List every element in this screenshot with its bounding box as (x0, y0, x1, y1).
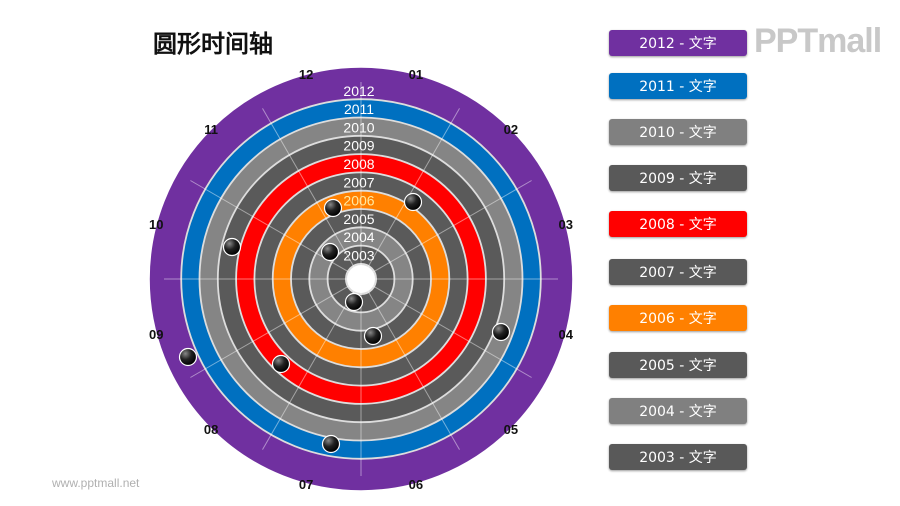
legend-item: 2010 - 文字 (609, 119, 747, 145)
ring-2012 (149, 67, 573, 491)
month-label: 08 (204, 422, 218, 437)
ring-year-label: 2011 (344, 101, 374, 117)
month-label: 01 (409, 67, 423, 82)
ring-2005 (291, 209, 431, 349)
legend-item: 2009 - 文字 (609, 165, 747, 191)
ring-year-label: 2004 (343, 229, 374, 245)
event-marker (178, 347, 198, 367)
ring-2007 (255, 173, 467, 385)
ring-year-label: 2006 (343, 193, 374, 209)
month-label: 09 (149, 327, 163, 342)
center-hole (347, 265, 375, 293)
page-title: 圆形时间轴 (153, 30, 273, 58)
event-marker (344, 292, 364, 312)
ring-2011 (182, 100, 540, 458)
month-label: 11 (204, 122, 218, 137)
site-watermark: www.pptmall.net (52, 476, 140, 490)
ring-year-label: 2009 (343, 138, 374, 154)
event-marker (321, 434, 341, 454)
month-label: 04 (559, 327, 574, 342)
event-marker (320, 242, 340, 262)
month-label: 12 (299, 67, 313, 82)
legend-item: 2005 - 文字 (609, 352, 747, 378)
month-divider (190, 180, 532, 378)
ring-2008 (237, 155, 485, 403)
ring-year-label: 2010 (343, 119, 374, 135)
legend-item: 2004 - 文字 (609, 398, 747, 424)
legend-item: 2007 - 文字 (609, 259, 747, 285)
ring-2004 (310, 228, 412, 330)
ring-2010 (200, 118, 522, 440)
month-label: 06 (409, 477, 423, 492)
legend-item: 2006 - 文字 (609, 305, 747, 331)
event-marker (222, 237, 242, 257)
ring-year-label: 2003 (343, 248, 374, 264)
pptmall-logo: PPTmall (754, 22, 882, 60)
ring-2009 (218, 136, 504, 422)
month-label: 10 (149, 217, 163, 232)
ring-year-label: 2007 (343, 174, 374, 190)
event-marker (403, 192, 423, 212)
ring-year-label: 2008 (343, 156, 374, 172)
ring-2006 (273, 191, 449, 367)
ring-year-label: 2005 (343, 211, 374, 227)
event-marker (271, 354, 291, 374)
legend-item: 2012 - 文字 (609, 30, 747, 56)
month-label: 03 (559, 217, 573, 232)
event-marker (491, 322, 511, 342)
legend-item: 2003 - 文字 (609, 444, 747, 470)
event-marker (323, 198, 343, 218)
legend-item: 2008 - 文字 (609, 211, 747, 237)
ring-year-label: 2012 (343, 83, 374, 99)
month-label: 02 (504, 122, 518, 137)
month-label: 05 (504, 422, 518, 437)
month-divider (262, 108, 460, 450)
month-divider (190, 180, 532, 378)
event-marker (363, 326, 383, 346)
month-label: 07 (299, 477, 313, 492)
month-divider (262, 108, 460, 450)
legend-item: 2011 - 文字 (609, 73, 747, 99)
